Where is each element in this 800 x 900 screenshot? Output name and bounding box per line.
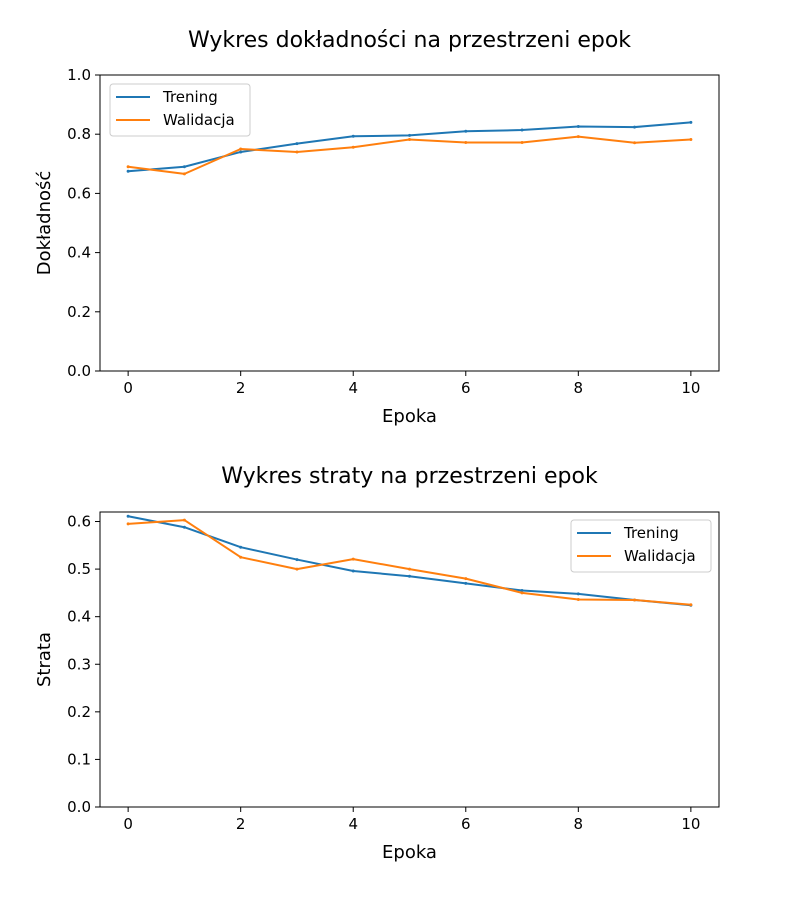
data-point — [126, 522, 130, 526]
data-point — [126, 514, 130, 518]
data-point — [576, 592, 580, 596]
data-point — [520, 591, 524, 595]
y-tick-label: 0.4 — [67, 244, 91, 262]
data-point — [633, 141, 637, 145]
x-tick-label: 8 — [574, 379, 584, 397]
x-tick-label: 8 — [574, 815, 584, 833]
y-axis-label: Dokładność — [34, 171, 55, 276]
x-tick-label: 0 — [123, 379, 133, 397]
chart-title: Wykres dokładności na przestrzeni epok — [188, 28, 631, 53]
data-point — [126, 169, 130, 173]
y-tick-label: 0.6 — [67, 184, 91, 202]
data-point — [182, 172, 186, 176]
chart-1: Wykres dokładności na przestrzeni epok 0 2… — [34, 28, 720, 427]
legend-label: Trening — [162, 88, 218, 106]
data-point — [689, 120, 693, 124]
chart-2: Wykres straty na przestrzeni epok 0 2 4 6 8 10… — [34, 464, 720, 863]
data-point — [464, 129, 468, 133]
x-axis-label: Epoka — [382, 842, 437, 863]
data-point — [351, 569, 355, 573]
plot-frame — [99, 511, 720, 808]
legend: Trening Walidacja — [570, 519, 712, 573]
y-tick-label: 0.2 — [67, 703, 91, 721]
legend-label: Trening — [623, 524, 679, 542]
data-point — [576, 125, 580, 129]
data-point — [295, 142, 299, 146]
data-point — [351, 134, 355, 138]
data-point — [633, 125, 637, 129]
y-tick-label: 0.1 — [67, 750, 91, 768]
x-tick-label: 4 — [348, 815, 358, 833]
data-point — [182, 518, 186, 522]
data-point — [464, 581, 468, 585]
data-point — [351, 557, 355, 561]
data-point — [295, 558, 299, 562]
y-tick-label: 0.6 — [67, 513, 91, 531]
y-tick-label: 0.2 — [67, 303, 91, 321]
data-point — [689, 603, 693, 607]
data-point — [464, 577, 468, 581]
data-point — [295, 567, 299, 571]
data-point — [520, 589, 524, 593]
y-tick-label: 0.0 — [67, 362, 91, 380]
x-axis-label: Epoka — [382, 406, 437, 427]
data-point — [408, 138, 411, 142]
x-tick-label: 10 — [681, 815, 700, 833]
data-point — [239, 147, 243, 151]
data-point — [520, 128, 524, 132]
data-point — [126, 165, 130, 169]
data-point — [408, 133, 411, 137]
y-tick-label: 0.0 — [67, 798, 91, 816]
data-point — [295, 150, 299, 154]
x-tick-label: 4 — [348, 379, 358, 397]
data-point — [239, 545, 243, 549]
data-point — [464, 140, 468, 144]
data-point — [182, 165, 186, 169]
legend-label: Walidacja — [163, 111, 235, 129]
y-tick-label: 1.0 — [67, 66, 91, 84]
data-point — [633, 598, 637, 602]
y-tick-label: 0.4 — [67, 608, 91, 626]
x-tick-label: 2 — [236, 379, 246, 397]
data-point — [351, 145, 355, 149]
x-tick-label: 0 — [123, 815, 133, 833]
y-tick-label: 0.5 — [67, 560, 91, 578]
data-point — [239, 555, 243, 559]
data-point — [520, 140, 524, 144]
data-point — [239, 150, 243, 154]
y-tick-label: 0.8 — [67, 125, 91, 143]
x-tick-label: 2 — [236, 815, 246, 833]
data-point — [576, 598, 580, 602]
series-line-2 — [128, 135, 691, 175]
y-tick-label: 0.3 — [67, 655, 91, 673]
y-axis-label: Strata — [34, 632, 55, 687]
data-point — [689, 138, 693, 142]
x-tick-label: 10 — [681, 379, 700, 397]
x-tick-label: 6 — [461, 379, 471, 397]
data-point — [408, 567, 411, 571]
legend: Trening Walidacja — [109, 83, 251, 137]
data-point — [182, 525, 186, 529]
plot-frame — [99, 74, 720, 372]
data-point — [576, 135, 580, 139]
chart-title: Wykres straty na przestrzeni epok — [221, 464, 598, 489]
legend-label: Walidacja — [624, 547, 696, 565]
x-tick-label: 6 — [461, 815, 471, 833]
data-point — [408, 574, 411, 578]
